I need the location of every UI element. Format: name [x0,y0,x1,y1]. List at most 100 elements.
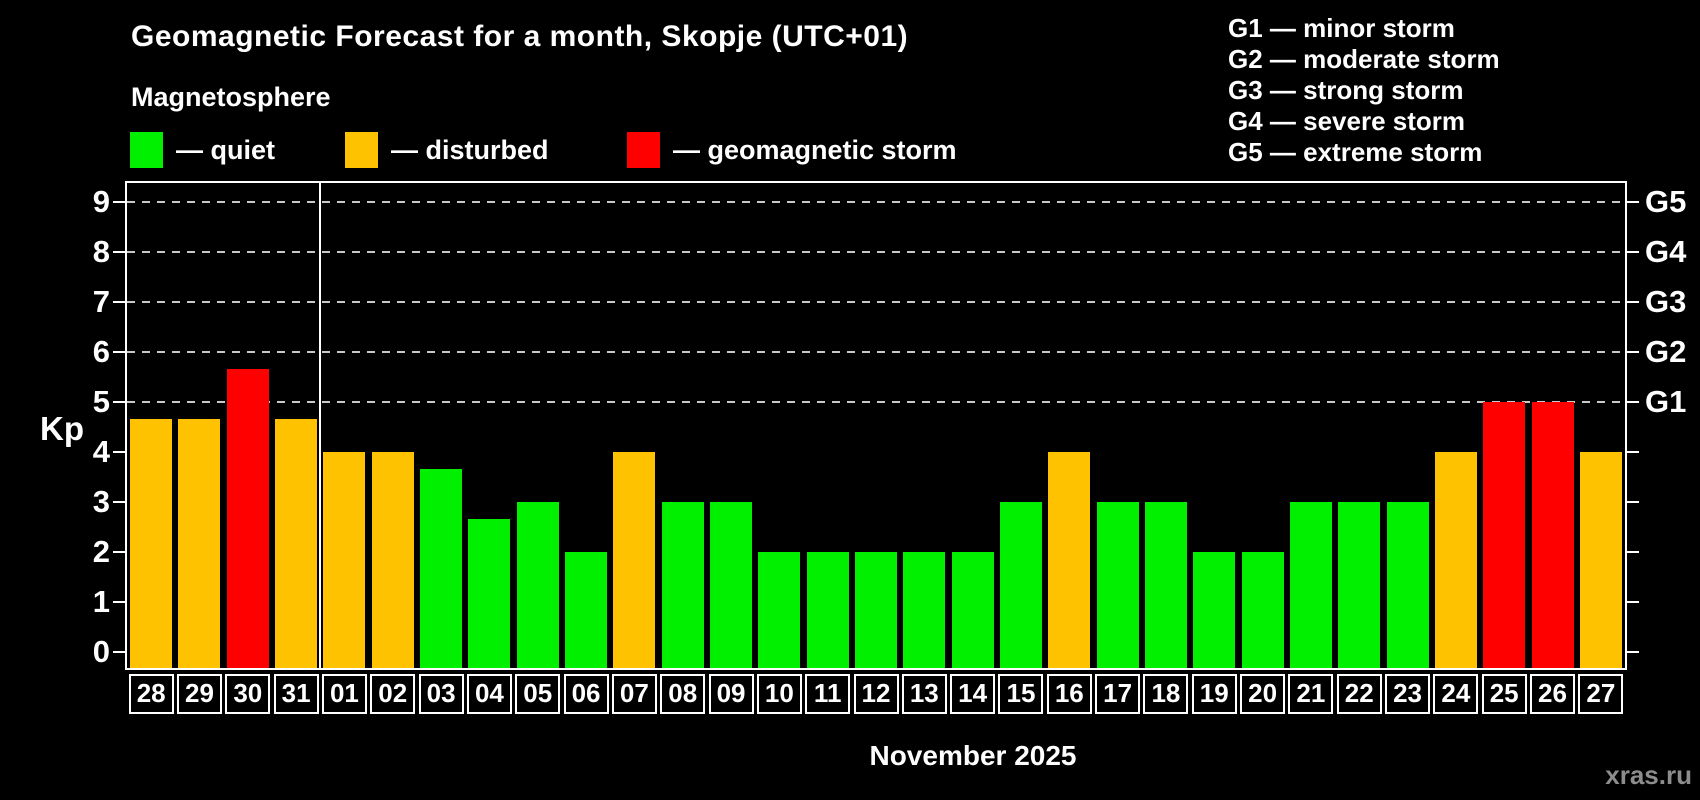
kp-bar-day-31 [275,418,318,668]
g1-legend-line: G1 — minor storm [1228,13,1455,43]
kp-bar-day-09 [710,502,753,668]
left-tick-1 [113,601,125,603]
kp-bar-day-24 [1434,452,1477,668]
kp-bar-day-02 [371,452,414,668]
gridline-kp9 [127,201,1625,203]
g-label-g5: G5 [1645,184,1687,219]
date-box-09: 09 [708,674,754,714]
date-box-27: 27 [1578,674,1624,714]
kp-bar-day-19 [1193,552,1236,668]
right-tick-0 [1627,651,1639,653]
left-tick-0 [113,651,125,653]
date-box-02: 02 [370,674,416,714]
kp-bar-day-01 [323,452,366,668]
date-box-30: 30 [225,674,271,714]
watermark: xras.ru [1605,760,1692,790]
date-box-13: 13 [901,674,947,714]
left-tick-4 [113,451,125,453]
g3-legend-line: G3 — strong storm [1228,75,1464,105]
right-tick-9 [1627,201,1639,203]
date-box-15: 15 [998,674,1044,714]
kp-bar-day-13 [903,552,946,668]
kp-bar-day-11 [806,552,849,668]
right-tick-6 [1627,351,1639,353]
storm-color-swatch [627,132,660,168]
gridline-kp6 [127,351,1625,353]
right-tick-7 [1627,301,1639,303]
kp-bar-day-04 [468,518,511,668]
g2-legend-line: G2 — moderate storm [1228,44,1500,74]
chart-title: Geomagnetic Forecast for a month, Skopje… [131,20,909,53]
g-scale-legend: G1 — minor storm G2 — moderate storm G3 … [1228,13,1500,168]
date-box-25: 25 [1481,674,1527,714]
kp-bar-day-12 [855,552,897,668]
date-box-10: 10 [756,674,802,714]
kp-bar-day-29 [178,418,221,668]
storm-legend-label: — geomagnetic storm [673,135,957,165]
date-box-24: 24 [1433,674,1479,714]
y-tick-label-8: 8 [92,234,110,269]
right-tick-3 [1627,501,1639,503]
quiet-color-swatch [130,132,163,168]
kp-bar-day-05 [516,502,559,668]
y-tick-label-1: 1 [92,584,110,619]
kp-bar-day-08 [661,502,704,668]
y-tick-label-2: 2 [92,534,110,569]
kp-bar-day-14 [951,552,994,668]
kp-bar-day-23 [1386,502,1429,668]
date-box-07: 07 [611,674,657,714]
date-box-29: 29 [176,674,222,714]
left-tick-3 [113,501,125,503]
date-box-18: 18 [1143,674,1189,714]
gridline-kp5 [127,401,1625,403]
magnetosphere-label: Magnetosphere [131,82,331,112]
kp-bar-day-07 [613,452,656,668]
date-box-06: 06 [563,674,609,714]
y-tick-label-7: 7 [92,284,110,319]
g5-legend-line: G5 — extreme storm [1228,137,1483,167]
kp-bar-day-10 [758,552,801,668]
date-box-28: 28 [128,674,174,714]
right-tick-5 [1627,401,1639,403]
month-separator [319,183,322,668]
y-tick-label-3: 3 [92,484,110,519]
date-box-21: 21 [1288,674,1334,714]
g-label-g4: G4 [1645,234,1687,269]
gridline-kp7 [127,301,1625,303]
kp-bar-day-25 [1483,402,1526,668]
disturbed-legend-label: — disturbed [391,135,549,165]
date-box-22: 22 [1336,674,1382,714]
date-box-11: 11 [805,674,851,714]
g4-legend-line: G4 — severe storm [1228,106,1466,136]
kp-bar-day-27 [1579,452,1622,668]
date-box-05: 05 [515,674,561,714]
kp-bar-day-16 [1048,452,1091,668]
right-tick-4 [1627,451,1639,453]
kp-bar-day-22 [1338,502,1381,668]
kp-bar-day-30 [226,368,269,668]
kp-bar-day-15 [999,502,1042,668]
date-box-16: 16 [1046,674,1092,714]
kp-bar-day-20 [1241,552,1284,668]
right-tick-8 [1627,251,1639,253]
date-box-04: 04 [466,674,512,714]
kp-bar-day-28 [130,418,173,668]
kp-bar-day-26 [1531,402,1574,668]
kp-bar-day-21 [1289,502,1332,668]
date-box-01: 01 [321,674,367,714]
date-box-20: 20 [1240,674,1286,714]
left-tick-6 [113,351,125,353]
disturbed-color-swatch [345,132,378,168]
date-box-19: 19 [1191,674,1237,714]
date-box-14: 14 [950,674,996,714]
date-box-03: 03 [418,674,464,714]
plot-area [125,181,1627,670]
left-tick-9 [113,201,125,203]
date-box-23: 23 [1385,674,1431,714]
right-tick-1 [1627,601,1639,603]
y-tick-label-5: 5 [92,384,110,419]
g-label-g1: G1 [1645,384,1687,419]
left-tick-7 [113,301,125,303]
left-tick-2 [113,551,125,553]
kp-bar-day-06 [565,552,608,668]
